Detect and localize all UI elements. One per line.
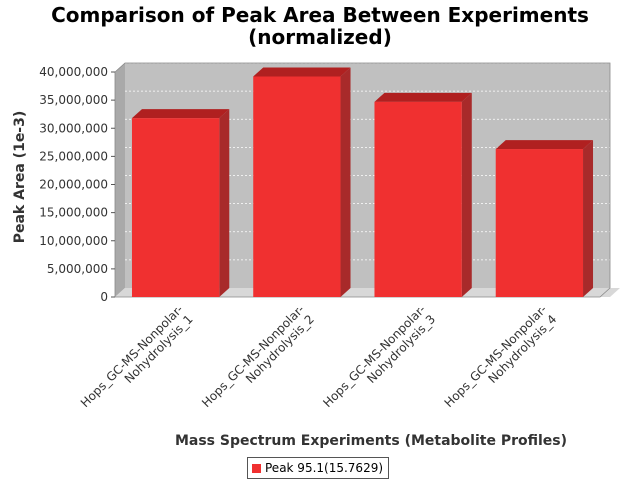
- bar-2-side: [340, 67, 351, 297]
- y-tick-label-2: 10,000,000: [39, 234, 108, 248]
- y-tick-label-7: 35,000,000: [39, 93, 108, 107]
- x-tick-label-2: Hops_GC-MS-Nonpolar-Nohydrolysis_2: [199, 302, 317, 420]
- x-axis: Hops_GC-MS-Nonpolar-Nohydrolysis_1 Hops_G…: [78, 302, 560, 420]
- y-tick-label-6: 30,000,000: [39, 121, 108, 135]
- bars: [131, 67, 594, 297]
- bar-3-front: [374, 101, 462, 297]
- chart-title-line-1: Comparison of Peak Area Between Experime…: [51, 3, 589, 27]
- chart-title-line-2: (normalized): [248, 25, 392, 49]
- bar-1-side: [219, 109, 230, 297]
- bar-2-top: [253, 67, 351, 77]
- bar-4: [495, 140, 594, 297]
- bar-3-top: [374, 92, 472, 102]
- x-axis-label: Mass Spectrum Experiments (Metabolite Pr…: [175, 433, 567, 449]
- plot-floor: [115, 288, 620, 297]
- bar-1-top: [131, 109, 230, 119]
- bar-3: [374, 92, 472, 297]
- bar-4-front: [495, 149, 584, 297]
- y-tick-label-3: 15,000,000: [39, 206, 108, 220]
- y-tick-label-8: 40,000,000: [39, 65, 108, 79]
- bar-2: [253, 67, 351, 297]
- legend-swatch: [252, 463, 261, 473]
- y-axis: 0 5,000,000 10,000,000 15,000,000 20,000,000…: [39, 65, 115, 304]
- x-tick-label-4: Hops_GC-MS-Nonpolar-Nohydrolysis_4: [442, 302, 560, 420]
- y-tick-label-0: 0: [100, 290, 108, 304]
- bar-4-top: [495, 140, 594, 150]
- bar-3-side: [461, 92, 472, 297]
- legend: Peak 95.1(15.7629): [247, 457, 390, 479]
- legend-label: Peak 95.1(15.7629): [265, 461, 384, 475]
- bar-1-front: [131, 118, 220, 297]
- bar-1: [131, 109, 230, 297]
- x-tick-label-3: Hops_GC-MS-Nonpolar-Nohydrolysis_3: [320, 302, 438, 420]
- x-tick-label-1: Hops_GC-MS-Nonpolar-Nohydrolysis_1: [78, 302, 196, 420]
- y-tick-label-1: 5,000,000: [47, 262, 108, 276]
- y-axis-label: Peak Area (1e-3): [12, 111, 28, 244]
- bar-2-front: [253, 76, 341, 297]
- y-tick-label-5: 25,000,000: [39, 149, 108, 163]
- bar-4-side: [583, 140, 594, 297]
- plot-left-wall: [115, 63, 125, 297]
- y-tick-label-4: 20,000,000: [39, 178, 108, 192]
